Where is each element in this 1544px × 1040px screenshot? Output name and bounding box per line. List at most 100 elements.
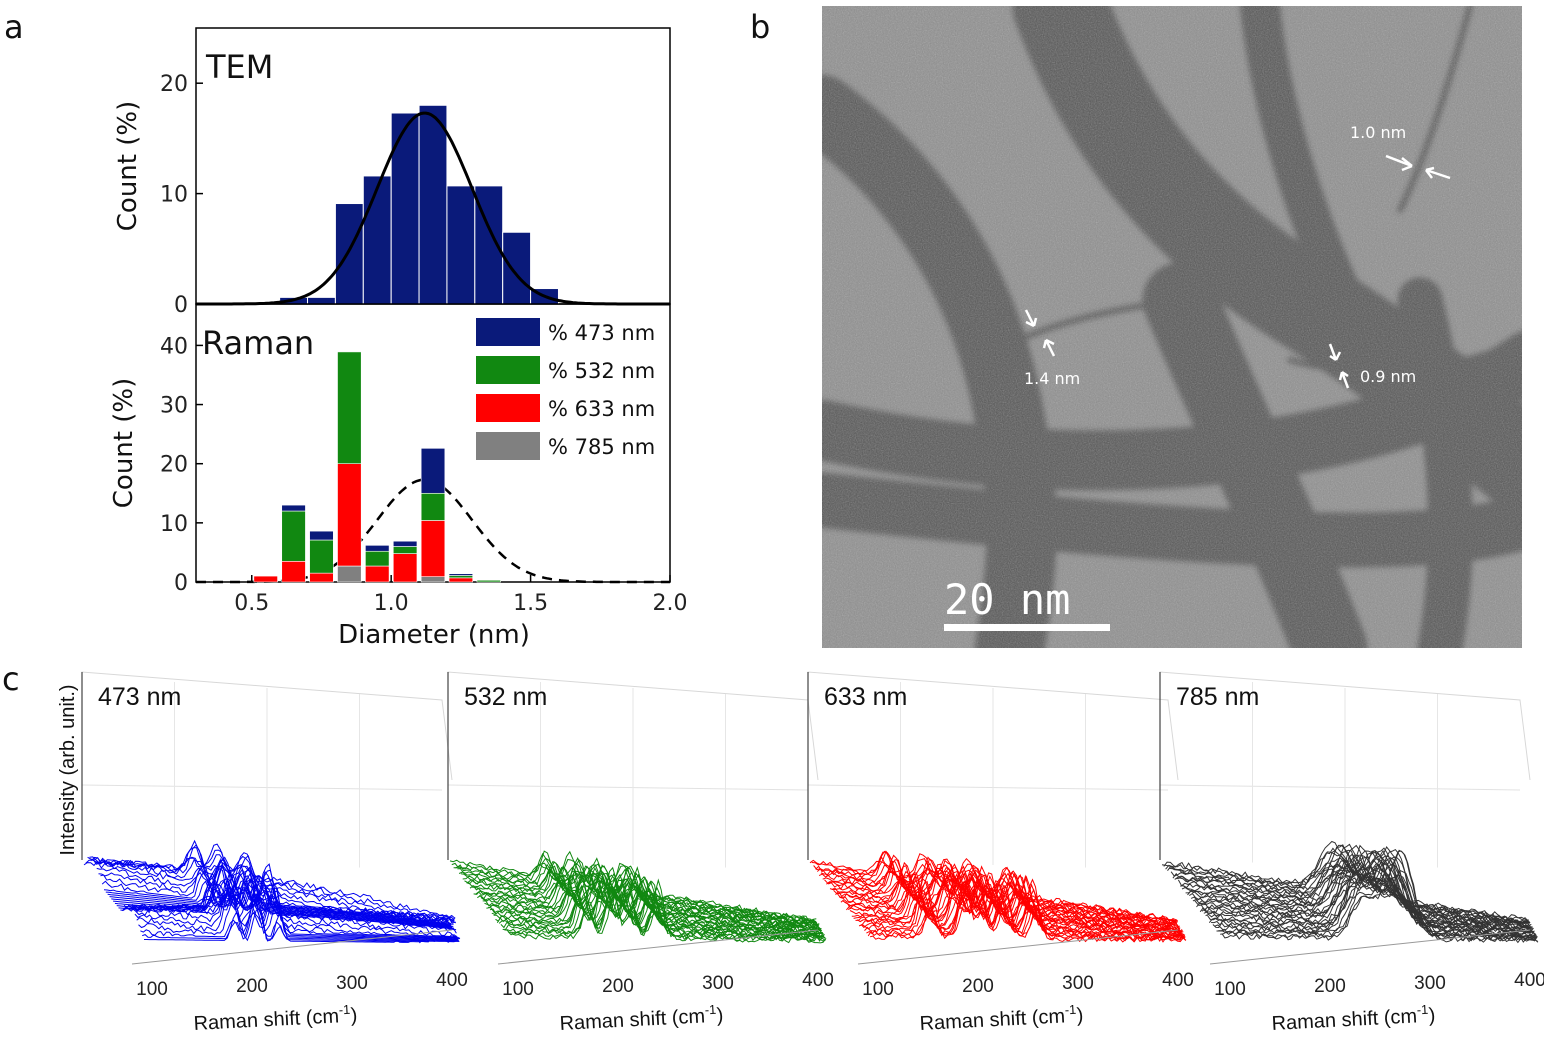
raman-panel-1: 100 200 300 400 473 nm Raman shift (cm-1) (81, 671, 468, 1035)
raman-x-tick-label: 300 (1414, 973, 1446, 994)
raman-histogram-title: Raman (202, 324, 314, 362)
raman-x-axis-label-superscript: -1 (338, 1002, 350, 1018)
raman-y-tick-label: 40 (160, 334, 188, 359)
legend-swatch (476, 356, 540, 384)
raman-x-tick-label: 300 (702, 973, 734, 994)
tem-y-axis-label: Count (%) (113, 101, 143, 231)
raman-spectrum-trace (142, 892, 460, 943)
raman-x-tick-label: 400 (802, 970, 834, 991)
raman-bar-segment (337, 463, 362, 567)
raman-bar-segment (309, 539, 334, 574)
raman-bar-segment (281, 510, 306, 562)
tem-bar (502, 231, 532, 305)
raman-bar-segment (448, 575, 474, 579)
raman-spectrum-trace (1198, 857, 1535, 934)
raman-x-axis-label-text: Raman shift (cm (919, 1005, 1066, 1035)
raman-bar-segment (476, 579, 501, 583)
raman-y-tick-label: 30 (160, 394, 188, 419)
raman-spectrum-trace (500, 877, 825, 939)
x-tick-label: 2.0 (653, 591, 688, 616)
raman-x-axis-label: Raman shift (cm-1) (193, 1001, 358, 1035)
raman-spectrum-trace (849, 872, 1183, 937)
raman-spectrum-trace (1169, 847, 1530, 925)
raman-spectrum-trace (127, 875, 458, 938)
legend-swatch (476, 318, 540, 346)
raman-y-axis-label: Count (%) (109, 378, 139, 508)
tem-bar (390, 112, 420, 305)
box-gridline (447, 784, 809, 791)
box-gridline (1159, 784, 1521, 791)
raman-x-tick-label: 400 (436, 970, 468, 991)
raman-bar-segment (392, 546, 418, 554)
raman-x-axis-label-superscript: -1 (1416, 1002, 1428, 1018)
raman-x-axis-label-text: Raman shift (cm (1271, 1005, 1418, 1035)
tem-y-tick-label: 20 (160, 72, 188, 97)
raman-x-axis (497, 929, 819, 965)
legend-swatch (476, 394, 540, 422)
raman-spectrum-trace (125, 864, 458, 938)
raman-spectrum-trace (844, 867, 1183, 935)
tem-bar (362, 175, 392, 305)
raman-spectrum-trace (1214, 854, 1537, 940)
raman-y-tick-label: 10 (160, 512, 188, 537)
raman-y-tick-label: 0 (174, 571, 188, 596)
raman-spectrum-trace (1203, 854, 1536, 936)
raman-spectrum-trace (134, 872, 459, 941)
tem-annotation-1: 1.0 nm (1350, 123, 1406, 142)
raman-x-axis-label: Raman shift (cm-1) (919, 1001, 1084, 1035)
raman-spectrum-trace (140, 895, 460, 943)
raman-spectrum-trace (131, 872, 458, 940)
panel-label-b: b (750, 8, 770, 46)
raman-x-tick-label: 300 (336, 973, 368, 994)
tem-annotation-3: 0.9 nm (1360, 367, 1416, 386)
raman-y-tick-label: 20 (160, 453, 188, 478)
raman-x-axis-label: Raman shift (cm-1) (559, 1001, 724, 1035)
tem-histogram: TEM 0 10 20 Count (%) (113, 27, 671, 318)
raman-x-tick-label: 100 (862, 979, 894, 1000)
raman-panel-title: 473 nm (98, 683, 181, 711)
raman-spectrum-trace (862, 877, 1186, 941)
raman-spectrum-trace (85, 849, 451, 925)
raman-spectrum-trace (1221, 869, 1539, 944)
raman-panel-title: 633 nm (824, 683, 907, 711)
raman-spectrum-trace (855, 872, 1184, 939)
raman-spectrum-trace (504, 892, 826, 942)
x-tick-label: 0.5 (234, 591, 269, 616)
raman-bar-segment (365, 565, 390, 583)
raman-panel-title: 785 nm (1176, 683, 1259, 711)
raman-spectrum-trace (506, 881, 826, 942)
x-tick-label: 1.0 (374, 591, 409, 616)
raman-bar-segment (309, 572, 334, 583)
raman-x-axis-label-close: ) (350, 1004, 358, 1026)
box-gridline (807, 784, 1169, 791)
raman-x-axis-label-close: ) (716, 1004, 724, 1026)
tem-bar (334, 203, 364, 305)
raman-spectrum-trace (1208, 856, 1537, 939)
raman-x-axis (1209, 929, 1531, 965)
legend-label: % 785 nm (548, 435, 655, 459)
raman-bar-segment (337, 565, 362, 583)
raman-bar-segment (309, 530, 334, 541)
raman-intensity-axis-label: Intensity (arb. unit.) (57, 684, 79, 855)
raman-bar-segment (281, 504, 306, 512)
scale-bar-label: 20 nm (944, 575, 1070, 624)
raman-bar-segment (365, 550, 390, 567)
raman-spectrum-trace (144, 907, 461, 944)
x-axis-label: Diameter (nm) (338, 620, 530, 650)
raman-x-tick-label: 200 (602, 976, 634, 997)
scale-bar (944, 624, 1110, 631)
raman-spectrum-trace (138, 900, 460, 942)
raman-bar-segment (420, 448, 446, 494)
legend-swatch (476, 432, 540, 460)
raman-x-axis-label-superscript: -1 (1064, 1002, 1076, 1018)
raman-spectrum-trace (1220, 849, 1538, 943)
raman-bar-segment (420, 492, 446, 521)
raman-spectrum-trace (509, 895, 827, 944)
raman-bar-segment (365, 545, 390, 552)
raman-spectrum-trace (1189, 849, 1533, 931)
legend-label: % 473 nm (548, 321, 655, 345)
tem-y-tick-label: 10 (160, 183, 188, 208)
raman-spectrum-trace (478, 865, 822, 932)
raman-spectrum-trace (1181, 859, 1532, 929)
raman-x-tick-label: 400 (1162, 970, 1194, 991)
